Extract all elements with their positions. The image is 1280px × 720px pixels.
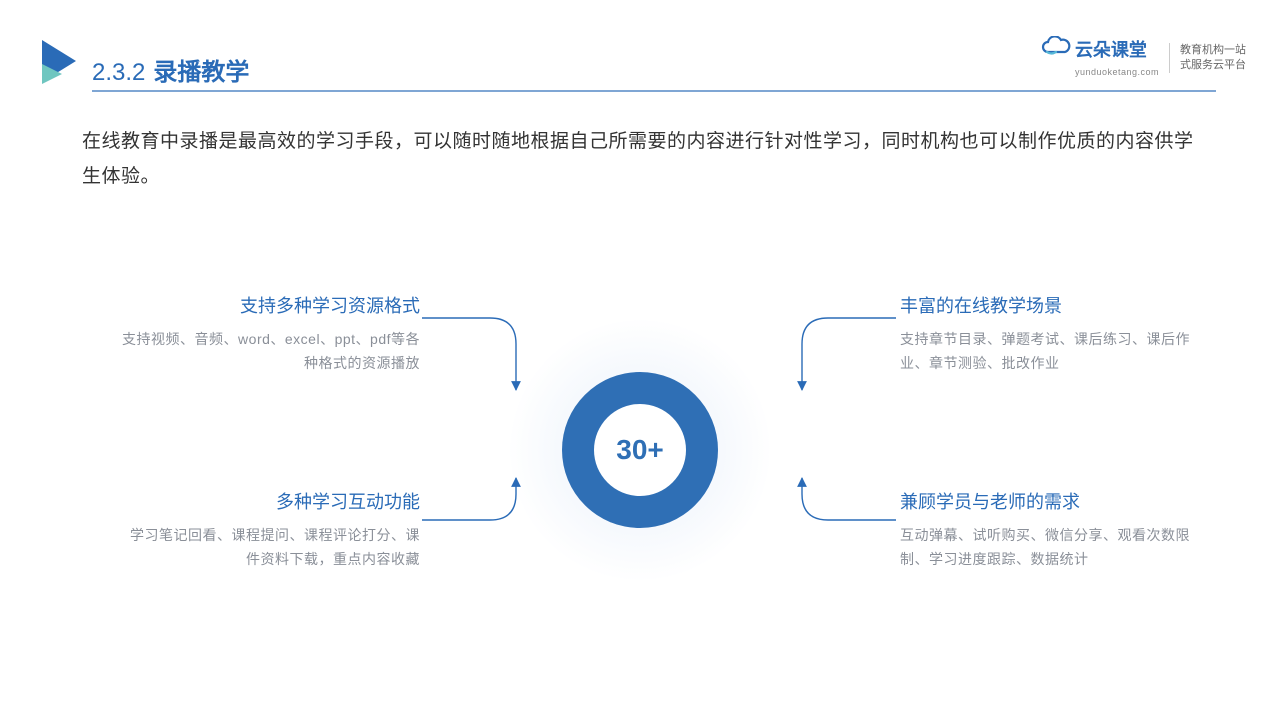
logo-divider (1169, 43, 1170, 73)
intro-paragraph: 在线教育中录播是最高效的学习手段，可以随时随地根据自己所需要的内容进行针对性学习… (82, 124, 1198, 194)
logo-mark: 云朵课堂 yunduoketang.com (1041, 36, 1159, 80)
feature-title: 兼顾学员与老师的需求 (900, 488, 1200, 514)
cloud-icon (1041, 36, 1071, 56)
slide-header: 2.3.2 录播教学 云朵课堂 yunduoketang.com (0, 30, 1280, 94)
feature-desc: 学习笔记回看、课程提问、课程评论打分、课件资料下载，重点内容收藏 (120, 524, 420, 572)
logo-domain: yunduoketang.com (1075, 67, 1159, 77)
logo-text: 云朵课堂 (1075, 40, 1147, 60)
feature-top-right: 丰富的在线教学场景 支持章节目录、弹题考试、课后练习、课后作业、章节测验、批改作… (900, 292, 1200, 376)
logo-tagline-2: 式服务云平台 (1180, 59, 1246, 71)
feature-bottom-left: 多种学习互动功能 学习笔记回看、课程提问、课程评论打分、课件资料下载，重点内容收… (120, 488, 420, 572)
feature-title: 支持多种学习资源格式 (120, 292, 420, 318)
brand-logo: 云朵课堂 yunduoketang.com 教育机构一站 式服务云平台 (1041, 36, 1246, 80)
slide-root: 2.3.2 录播教学 云朵课堂 yunduoketang.com (0, 0, 1280, 720)
feature-desc: 支持视频、音频、word、excel、ppt、pdf等各种格式的资源播放 (120, 328, 420, 376)
feature-bottom-right: 兼顾学员与老师的需求 互动弹幕、试听购买、微信分享、观看次数限制、学习进度跟踪、… (900, 488, 1200, 572)
logo-tagline-1: 教育机构一站 (1180, 44, 1246, 56)
feature-title: 多种学习互动功能 (120, 488, 420, 514)
section-number: 2.3.2 (92, 59, 145, 87)
title-underline (92, 90, 1216, 92)
section-heading: 2.3.2 录播教学 (92, 52, 249, 87)
play-triangle-icon (38, 38, 80, 89)
feature-title: 丰富的在线教学场景 (900, 292, 1200, 318)
feature-desc: 互动弹幕、试听购买、微信分享、观看次数限制、学习进度跟踪、数据统计 (900, 524, 1200, 572)
section-title: 录播教学 (153, 52, 249, 87)
feature-diagram: 30+ 支持多种学习资源格式 支持视频、音频、word、excel、ppt、pd… (0, 240, 1280, 660)
feature-desc: 支持章节目录、弹题考试、课后练习、课后作业、章节测验、批改作业 (900, 328, 1200, 376)
logo-tagline: 教育机构一站 式服务云平台 (1180, 43, 1246, 73)
feature-top-left: 支持多种学习资源格式 支持视频、音频、word、excel、ppt、pdf等各种… (120, 292, 420, 376)
